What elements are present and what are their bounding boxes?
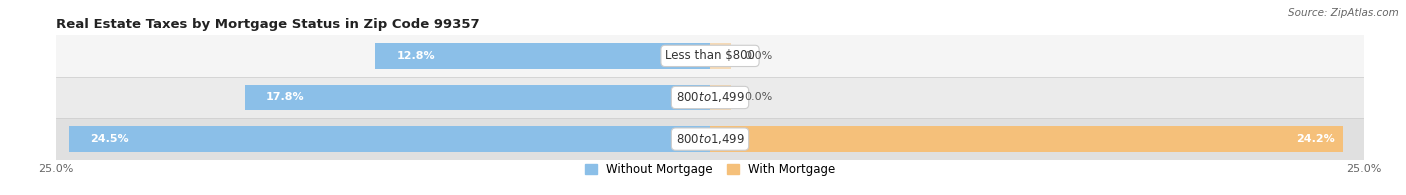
Bar <box>710 85 731 110</box>
Bar <box>245 85 710 110</box>
Bar <box>375 43 710 69</box>
Bar <box>56 35 1364 77</box>
Text: 24.2%: 24.2% <box>1296 134 1336 144</box>
Text: Real Estate Taxes by Mortgage Status in Zip Code 99357: Real Estate Taxes by Mortgage Status in … <box>56 18 479 31</box>
Bar <box>710 126 1343 152</box>
Bar <box>56 77 1364 118</box>
Bar <box>56 118 1364 160</box>
Text: 24.5%: 24.5% <box>90 134 129 144</box>
Bar <box>69 126 710 152</box>
Text: 0.0%: 0.0% <box>744 51 772 61</box>
Legend: Without Mortgage, With Mortgage: Without Mortgage, With Mortgage <box>585 163 835 176</box>
Text: Less than $800: Less than $800 <box>665 49 755 62</box>
Text: 12.8%: 12.8% <box>396 51 434 61</box>
Bar <box>710 43 731 69</box>
Text: 17.8%: 17.8% <box>266 92 304 103</box>
Text: Source: ZipAtlas.com: Source: ZipAtlas.com <box>1288 8 1399 18</box>
Text: $800 to $1,499: $800 to $1,499 <box>675 132 745 146</box>
Text: $800 to $1,499: $800 to $1,499 <box>675 90 745 105</box>
Text: 0.0%: 0.0% <box>744 92 772 103</box>
